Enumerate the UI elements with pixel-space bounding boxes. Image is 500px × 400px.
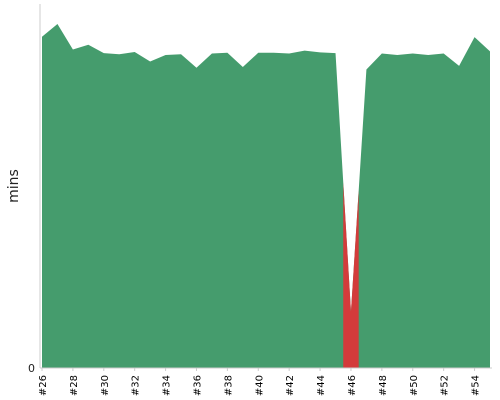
x-tick-label: #32 [131, 375, 142, 396]
plot-area [42, 24, 490, 369]
x-tick-label: #46 [347, 375, 358, 396]
x-tick-label: #28 [69, 375, 80, 396]
x-tick-label: #30 [100, 375, 111, 396]
x-tick-label: #40 [254, 375, 265, 396]
x-tick-label: #44 [316, 375, 327, 396]
x-tick-label: #26 [38, 375, 49, 396]
x-tick-label: #38 [223, 375, 234, 396]
x-tick-label: #52 [440, 375, 451, 396]
y-tick-label-zero: 0 [28, 362, 35, 375]
x-tick-label: #48 [378, 375, 389, 396]
x-tick-label: #54 [471, 375, 482, 396]
y-axis-title: mins [6, 169, 22, 203]
success-area [42, 24, 490, 369]
x-tick-label: #36 [192, 375, 203, 396]
failure-area [343, 182, 359, 368]
x-tick-label: #50 [409, 375, 420, 396]
x-tick-label: #42 [285, 375, 296, 396]
x-tick-label: #34 [162, 375, 173, 396]
x-axis-ticks: #26 #28 #30 #32 #34 #36 #38 #40 #42 #44 #46 #48 #50 #… [38, 368, 482, 396]
